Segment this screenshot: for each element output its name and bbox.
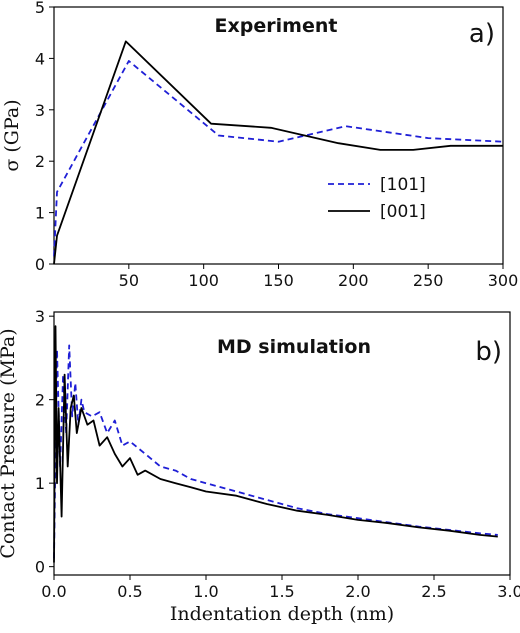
b-x-tick-label: 2.5	[421, 582, 446, 601]
legend-label-101: [101]	[380, 175, 426, 195]
a-y-tick-label: 0	[35, 255, 45, 274]
panel-b-ticks: 0.0 0.5 1.0 1.5 2.0 2.5 3.0 0 1 2 3	[35, 307, 520, 601]
a-y-tick-label: 2	[35, 152, 45, 171]
panel-b-y-axis-label: Contact Pressure (MPa)	[0, 328, 19, 558]
b-y-tick-label: 3	[35, 307, 45, 326]
b-x-tick-label: 1.0	[193, 582, 218, 601]
series-line-series1	[53, 325, 498, 563]
b-x-tick-label: 0.0	[41, 582, 66, 601]
panel-a: 50 100 150 200 250 300 0 1 2 3 4 5 Experiment a) σ …	[1, 0, 518, 290]
panel-a-title: Experiment	[215, 15, 338, 37]
a-x-tick-label: 200	[338, 271, 369, 290]
b-x-tick-label: 1.5	[269, 582, 294, 601]
a-y-tick-label: 3	[35, 101, 45, 120]
a-x-tick-label: 300	[488, 271, 519, 290]
panel-a-legend: [101] [001]	[328, 175, 426, 222]
b-x-tick-label: 2.0	[345, 582, 370, 601]
a-y-tick-label: 5	[35, 0, 45, 17]
a-x-tick-label: 100	[188, 271, 219, 290]
b-x-tick-label: 3.0	[497, 582, 520, 601]
panel-b-label: b)	[475, 337, 502, 367]
panel-b-x-axis-label: Indentation depth (nm)	[170, 603, 394, 625]
panel-a-ticks: 50 100 150 200 250 300 0 1 2 3 4 5	[35, 0, 518, 290]
series-line-001	[53, 40, 503, 265]
b-y-tick-label: 2	[35, 391, 45, 410]
a-x-tick-label: 50	[119, 271, 139, 290]
series-line-101	[53, 60, 504, 257]
a-y-tick-label: 4	[35, 49, 45, 68]
panel-a-series	[53, 40, 504, 265]
b-y-tick-label: 0	[35, 558, 45, 577]
series-line-series0	[53, 344, 498, 559]
a-y-tick-label: 1	[35, 204, 45, 223]
panel-a-label: a)	[469, 19, 495, 49]
b-y-tick-label: 1	[35, 474, 45, 493]
panel-b-series	[53, 325, 498, 563]
legend-label-001: [001]	[380, 202, 426, 222]
panel-b-title: MD simulation	[217, 336, 371, 358]
panel-a-frame	[53, 6, 504, 265]
a-x-tick-label: 250	[413, 271, 444, 290]
panel-a-y-axis-label: σ (GPa)	[1, 99, 23, 171]
a-x-tick-label: 150	[263, 271, 294, 290]
b-x-tick-label: 0.5	[117, 582, 142, 601]
